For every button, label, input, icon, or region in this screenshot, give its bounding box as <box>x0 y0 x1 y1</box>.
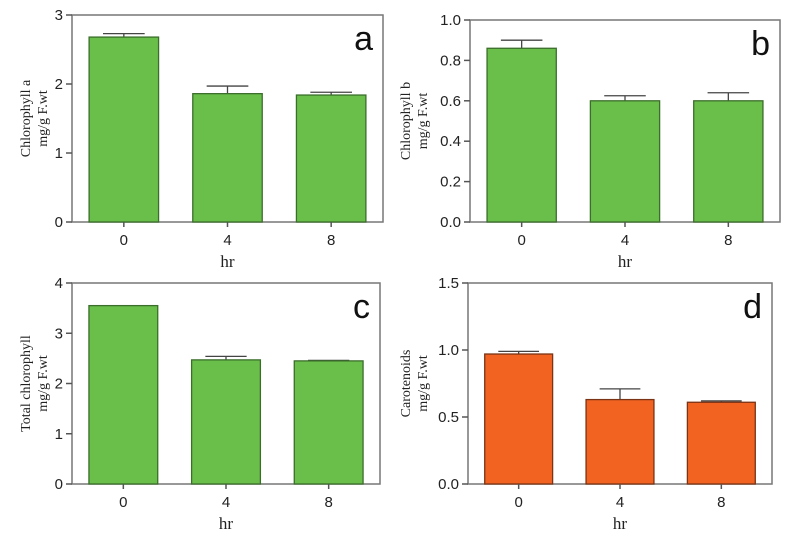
panel-label: a <box>354 20 373 58</box>
y-tick-label: 1 <box>55 426 63 443</box>
x-axis-label: hr <box>219 514 234 533</box>
y-tick-label: 3 <box>55 7 63 24</box>
y-tick-label: 0 <box>55 214 63 231</box>
y-tick-label: 0.8 <box>440 52 461 69</box>
x-axis-label: hr <box>613 514 628 533</box>
bar-4 <box>190 359 262 485</box>
y-tick-label: 4 <box>55 275 63 292</box>
y-tick-label: 1.0 <box>440 12 461 29</box>
y-tick-label: 0.5 <box>438 409 459 426</box>
x-tick-label: 0 <box>517 232 525 249</box>
y-tick-label: 2 <box>55 376 63 393</box>
bar-8 <box>693 100 764 223</box>
y-tick-label: 0 <box>55 476 63 493</box>
panel-label: d <box>743 288 762 326</box>
y-tick-label: 0.0 <box>438 476 459 493</box>
x-axis-label: hr <box>220 252 235 271</box>
bar-8 <box>293 360 364 485</box>
y-tick-label: 1.5 <box>438 275 459 292</box>
chart-panel-b: 0.0 0.2 0.4 0.6 0.8 1.0 0 4 8 hr Chlorophyll b mg/g… <box>399 12 781 271</box>
y-tick-label: 1.0 <box>438 342 459 359</box>
chart-panel-d: 0.0 0.5 1.0 1.5 0 4 8 hr Carotenoids mg/g F.wt d <box>399 275 773 533</box>
chart-panel-c: 0 1 2 3 4 0 4 8 hr Total chlorophyll mg/g F.wt c <box>19 275 381 533</box>
panel-label: c <box>353 288 370 326</box>
bar-4 <box>192 93 263 223</box>
x-tick-label: 4 <box>616 494 624 511</box>
x-tick-label: 0 <box>120 232 128 249</box>
x-tick-label: 8 <box>717 494 725 511</box>
y-tick-label: 2 <box>55 76 63 93</box>
x-axis-label: hr <box>618 252 633 271</box>
bar-0 <box>88 36 160 223</box>
y-tick-label: 3 <box>55 325 63 342</box>
bar-4 <box>589 100 661 223</box>
x-tick-label: 4 <box>621 232 629 249</box>
panel-label: b <box>751 25 770 63</box>
y-axis-label-line1: Total chlorophyll <box>19 335 34 432</box>
x-tick-label: 0 <box>119 494 127 511</box>
bar-0 <box>484 353 554 485</box>
bar-8 <box>686 401 756 485</box>
bar-0 <box>88 304 159 485</box>
chart-panel-a: 0 1 2 3 0 4 8 hr Chlorophyll a mg/g F.wt a <box>19 7 384 271</box>
x-tick-label: 8 <box>724 232 732 249</box>
y-axis-label-line1: Chlorophyll b <box>399 82 414 160</box>
y-tick-label: 0.4 <box>440 133 461 150</box>
x-tick-label: 0 <box>514 494 522 511</box>
y-axis-label-line1: Chlorophyll a <box>19 79 34 157</box>
x-tick-label: 8 <box>327 232 335 249</box>
y-axis-label-line2: mg/g F.wt <box>36 355 51 412</box>
bar-0 <box>486 47 557 223</box>
bar-4 <box>585 398 655 485</box>
y-tick-label: 0.6 <box>440 93 461 110</box>
x-tick-label: 4 <box>222 494 230 511</box>
y-tick-label: 1 <box>55 145 63 162</box>
y-axis-label-line2: mg/g F.wt <box>416 355 431 412</box>
y-tick-label: 0.2 <box>440 174 461 191</box>
y-axis-label-line2: mg/g F.wt <box>36 90 51 147</box>
x-tick-label: 4 <box>223 232 231 249</box>
y-tick-label: 0.0 <box>440 214 461 231</box>
y-axis-label-line1: Carotenoids <box>399 350 414 418</box>
x-tick-label: 8 <box>324 494 332 511</box>
bar-8 <box>295 94 367 223</box>
y-axis-label-line2: mg/g F.wt <box>416 93 431 150</box>
